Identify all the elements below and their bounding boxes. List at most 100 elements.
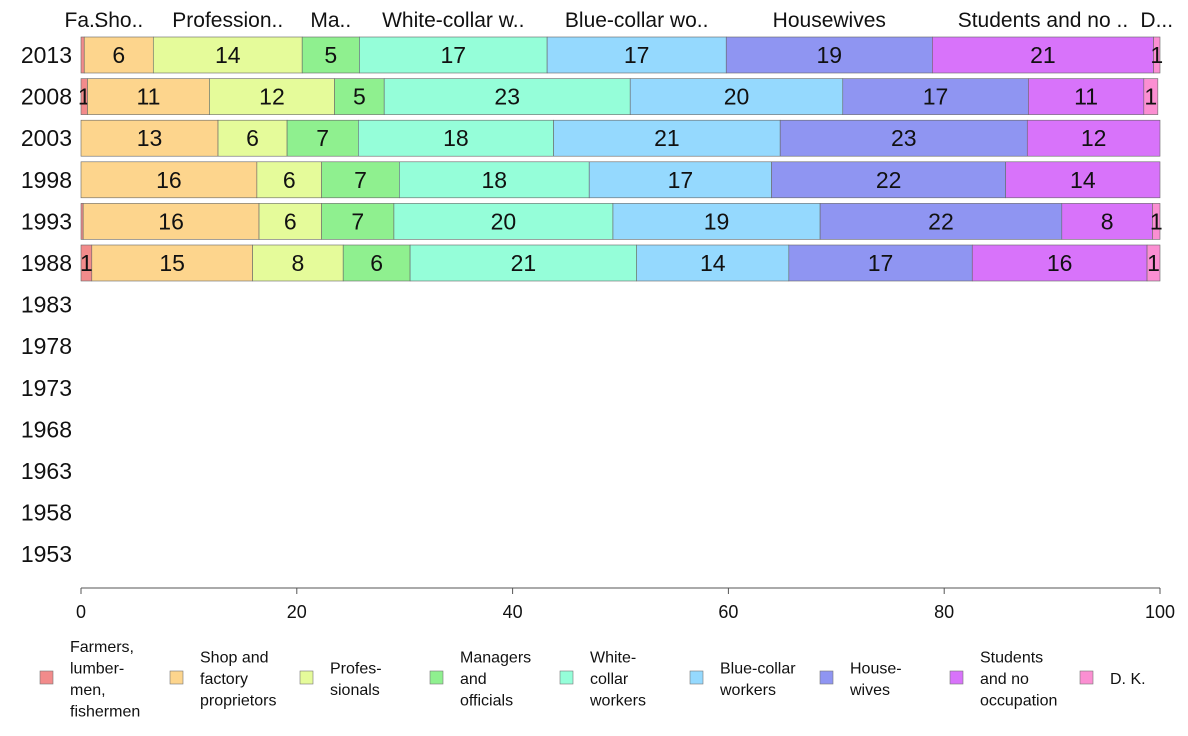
data-label-1993-series-5: 19	[704, 208, 730, 234]
bar-1993-series-6	[819, 203, 1063, 240]
legend-label-3: Managers and officials	[460, 650, 531, 710]
data-label-2008-series-7: 11	[1074, 84, 1098, 110]
y-tick-label-1953: 1953	[21, 541, 72, 567]
data-label-2008-series-1: 11	[136, 84, 160, 110]
y-tick-label-2003: 2003	[21, 125, 72, 151]
bar-1988-series-1	[91, 244, 253, 282]
y-tick-label-1993: 1993	[21, 208, 72, 234]
x-tick-label-0: 0	[76, 602, 86, 622]
top-label-series-5: Blue-collar wo..	[565, 9, 709, 32]
data-label-1993-series-6: 22	[928, 208, 954, 234]
y-tick-label-2008: 2008	[21, 84, 72, 110]
legend-swatch-6	[819, 670, 834, 685]
data-label-1988-series-4: 21	[511, 250, 537, 276]
data-label-1988-series-1: 15	[159, 250, 185, 276]
bar-1993-series-0	[80, 203, 84, 240]
data-label-1993-series-2: 6	[284, 208, 297, 234]
legend-swatch-5	[689, 670, 704, 685]
data-label-1993-series-1: 16	[158, 208, 184, 234]
top-label-series-0: Fa..	[65, 9, 101, 32]
data-label-2003-series-4: 18	[443, 125, 469, 151]
bar-1988-series-3	[342, 244, 411, 282]
y-tick-label-1983: 1983	[21, 292, 72, 318]
bar-2008-series-4	[383, 78, 631, 115]
data-label-2008-series-4: 23	[494, 84, 520, 110]
data-label-2008-series-8: 1	[1144, 84, 1157, 110]
data-label-1988-series-0: 1	[80, 250, 93, 276]
bar-1988-series-7	[971, 244, 1148, 282]
x-tick-label-100: 100	[1145, 602, 1175, 622]
data-label-1998-series-5: 17	[668, 167, 694, 193]
bar-2008-series-6	[842, 78, 1029, 115]
bar-1998-series-7	[1005, 161, 1161, 199]
bar-1998-series-4	[399, 161, 590, 199]
y-tick-label-1968: 1968	[21, 416, 72, 442]
legend-label-6: House-wives	[849, 660, 902, 699]
bar-1993-series-5	[612, 203, 821, 240]
data-label-2003-series-3: 7	[316, 125, 329, 151]
bar-2003-series-2	[217, 119, 288, 157]
legend-label-4: White-collar workers	[589, 650, 646, 710]
data-label-2003-series-1: 13	[137, 125, 163, 151]
legend-swatch-2	[299, 670, 314, 685]
legend-swatch-8	[1079, 670, 1094, 685]
data-label-2013-series-5: 17	[624, 42, 650, 68]
bar-2008-series-1	[87, 78, 210, 115]
bar-1988-series-4	[409, 244, 637, 282]
bar-1993-series-8	[1152, 203, 1161, 240]
data-label-2013-series-1: 6	[112, 42, 125, 68]
bar-2003-series-3	[286, 119, 359, 157]
data-label-1998-series-7: 14	[1070, 167, 1096, 193]
bar-2008-series-5	[629, 78, 844, 115]
data-label-1988-series-3: 6	[370, 250, 383, 276]
bar-1998-series-5	[588, 161, 772, 199]
legend-swatch-4	[559, 670, 574, 685]
legend-label-7: Students and no occupation	[980, 650, 1057, 710]
data-label-1993-series-7: 8	[1101, 208, 1114, 234]
data-label-2003-series-7: 12	[1081, 125, 1107, 151]
legend-label-1: Shop and factory proprietors	[200, 650, 276, 710]
bar-2003-series-6	[779, 119, 1028, 157]
data-label-1988-series-5: 14	[700, 250, 726, 276]
data-label-2003-series-5: 21	[654, 125, 680, 151]
top-category-labels: Fa..Sho.. Profession.. Ma.. White-collar w.…	[65, 9, 1174, 32]
y-tick-label-1978: 1978	[21, 333, 72, 359]
legend-swatch-1	[169, 670, 184, 685]
bar-2013-series-0	[80, 36, 85, 74]
bar-2013-series-6	[725, 36, 933, 74]
bars: 6 14 5 17 17 19 21 11 11 12 5 23 20 17 11 113 6 7 18 21 23 12…	[78, 36, 1163, 282]
bar-2013-series-4	[359, 36, 548, 74]
y-tick-label-1973: 1973	[21, 375, 72, 401]
y-tick-label-1998: 1998	[21, 167, 72, 193]
data-label-1998-series-6: 22	[876, 167, 902, 193]
data-label-2008-series-6: 17	[923, 84, 949, 110]
x-tick-label-40: 40	[503, 602, 523, 622]
bar-1998-series-6	[771, 161, 1007, 199]
bar-2008-series-3	[334, 78, 385, 115]
data-label-2013-series-2: 14	[215, 42, 241, 68]
top-label-series-2: Profession..	[172, 9, 283, 32]
bar-1993-series-1	[82, 203, 260, 240]
x-tick-label-80: 80	[934, 602, 954, 622]
top-label-series-4: White-collar w..	[382, 9, 524, 32]
bar-2003-series-1	[80, 119, 219, 157]
top-label-series-8: D...	[1140, 9, 1173, 32]
data-label-2013-series-7: 21	[1030, 42, 1056, 68]
data-label-1988-series-6: 17	[868, 250, 894, 276]
bar-2013-series-5	[546, 36, 727, 74]
y-tick-label-1963: 1963	[21, 458, 72, 484]
data-label-2013-series-6: 19	[816, 42, 842, 68]
bar-1998-series-2	[256, 161, 322, 199]
bar-1998-series-3	[321, 161, 400, 199]
bar-2003-series-4	[358, 119, 554, 157]
bar-1993-series-7	[1061, 203, 1153, 240]
bar-1993-series-3	[321, 203, 395, 240]
legend-swatch-3	[429, 670, 444, 685]
data-label-2013-series-8: 1	[1150, 42, 1163, 68]
data-label-2008-series-2: 12	[259, 84, 285, 110]
y-axis: 2013 2008 2003 1998 1993 1988 1983 1978 1973 1968…	[21, 42, 72, 567]
top-label-series-6: Housewives	[773, 9, 886, 32]
legend: Farmers, lumber-men, fishermen Shop and fact…	[39, 639, 1146, 720]
bar-1988-series-8	[1146, 244, 1161, 282]
